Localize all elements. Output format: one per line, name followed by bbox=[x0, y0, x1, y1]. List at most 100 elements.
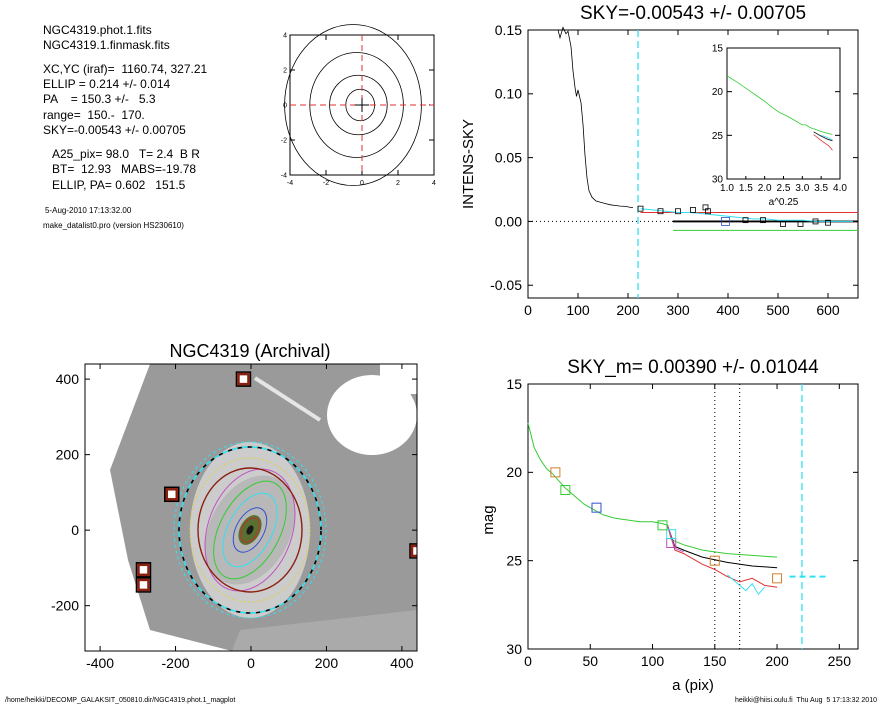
galaxy-ytick-label: 200 bbox=[56, 447, 80, 463]
inset-xtick-label: 2.5 bbox=[777, 183, 791, 194]
masked-star-mark bbox=[137, 563, 150, 577]
mag-marker bbox=[666, 529, 677, 540]
sky-marker bbox=[657, 208, 664, 215]
sky-marker bbox=[825, 219, 831, 226]
info-line-pa: PA = 150.3 +/- 5.3 bbox=[43, 92, 156, 106]
contour-xtick-label: 0 bbox=[360, 180, 364, 187]
inset-series-black bbox=[813, 131, 833, 141]
sky-marker bbox=[742, 217, 749, 224]
mag-series-magenta bbox=[667, 525, 684, 553]
info-line-bt: BT= 12.93 MABS=-19.78 bbox=[52, 162, 197, 176]
sky-xtick-label: 600 bbox=[816, 302, 840, 318]
inset-series-red bbox=[813, 134, 833, 151]
inset-ytick-label: 20 bbox=[712, 87, 724, 98]
inset-xtick-label: 2.0 bbox=[758, 183, 772, 194]
galaxy-ytick-label: 0 bbox=[71, 522, 79, 538]
masked-star-mark bbox=[137, 578, 150, 592]
sky-title: SKY=-0.00543 +/- 0.00705 bbox=[580, 3, 806, 24]
sky-ytick-label: 0.15 bbox=[495, 22, 522, 38]
range-ellipse-outer bbox=[173, 441, 327, 619]
sky-ytick-label: 0.00 bbox=[495, 213, 522, 229]
mag-marker bbox=[560, 485, 571, 495]
contour-xtick-label: -4 bbox=[287, 180, 293, 187]
isophote bbox=[222, 492, 278, 568]
masked-star-box bbox=[164, 486, 180, 503]
sky-ylabel: INTENS-SKY bbox=[460, 119, 477, 209]
sky-ytick-label: 0.10 bbox=[495, 86, 522, 102]
galaxy-ytick-label: -200 bbox=[51, 598, 79, 614]
info-line-sky: SKY=-0.00543 +/- 0.00705 bbox=[43, 123, 186, 137]
masked-star-box bbox=[409, 543, 417, 559]
galaxy-mask-blob bbox=[327, 375, 417, 455]
inset-xtick-label: 3.0 bbox=[795, 183, 809, 194]
isophote-outer bbox=[197, 467, 303, 593]
masked-star-mark bbox=[237, 372, 250, 386]
mag-series-black bbox=[667, 525, 778, 569]
inset-series-cyan bbox=[821, 134, 833, 141]
inset-series-green bbox=[726, 75, 833, 135]
inset-xtick-label: 1.5 bbox=[739, 183, 753, 194]
sky-ytick-label: -0.05 bbox=[490, 277, 522, 293]
contour-ytick-label: 4 bbox=[283, 32, 287, 39]
contour-ytick-label: 0 bbox=[283, 102, 287, 109]
galaxy-xtick-label: -200 bbox=[162, 655, 190, 671]
mag-frame bbox=[527, 383, 859, 650]
sky-xtick-label: 0 bbox=[524, 302, 532, 318]
masked-star-box bbox=[135, 577, 152, 593]
mag-xtick-label: 50 bbox=[582, 653, 598, 669]
isophote bbox=[232, 507, 268, 553]
sky-marker bbox=[797, 221, 804, 227]
mag-xtick-label: 0 bbox=[524, 653, 532, 669]
contour-ytick-label: -2 bbox=[281, 137, 287, 144]
galaxy-satellite-trail bbox=[253, 376, 322, 422]
galaxy-title: NGC4319 (Archival) bbox=[169, 341, 330, 361]
info-line-range: range= 150.- 170. bbox=[43, 108, 145, 122]
isophote-dotted bbox=[189, 457, 311, 603]
contour-xtick-label: 2 bbox=[396, 180, 400, 187]
info-line-file: NGC4319.phot.1.fits bbox=[43, 23, 152, 37]
galaxy-xtick-label: 400 bbox=[390, 655, 414, 671]
inset-xlabel: a^0.25 bbox=[769, 197, 799, 208]
mag-title: SKY_m= 0.00390 +/- 0.01044 bbox=[567, 357, 819, 378]
isophote bbox=[213, 480, 287, 580]
sky-marker bbox=[637, 205, 644, 212]
contour-xtick-label: 4 bbox=[432, 180, 436, 187]
info-line-a25: A25_pix= 98.0 T= 2.4 B R bbox=[52, 147, 200, 161]
inset-xtick-label: 3.5 bbox=[814, 183, 828, 194]
mag-xlabel: a (pix) bbox=[672, 677, 714, 694]
inset-xtick-label: 1.0 bbox=[720, 183, 734, 194]
inset-ytick-label: 25 bbox=[712, 131, 724, 142]
sky-ytick-label: 0.05 bbox=[495, 150, 522, 166]
inset-background bbox=[727, 48, 840, 179]
info-line-ellip-pa: ELLIP, PA= 0.602 151.5 bbox=[52, 178, 186, 192]
sky-profile-tail bbox=[640, 208, 853, 222]
sky-marker bbox=[690, 207, 696, 213]
galaxy-xtick-label: -400 bbox=[86, 655, 114, 671]
header-info: NGC4319.phot.1.fits NGC4319.1.finmask.fi… bbox=[0, 0, 280, 240]
mag-xtick-label: 150 bbox=[703, 653, 727, 669]
mag-ytick-label: 20 bbox=[506, 464, 522, 480]
info-program: make_datalist0.pro (version HS230610) bbox=[43, 221, 184, 230]
info-line-ellip: ELLIP = 0.214 +/- 0.014 bbox=[43, 77, 171, 91]
info-date: 5-Aug-2010 17:13:32.00 bbox=[45, 206, 132, 215]
galaxy-xtick-label: 200 bbox=[315, 655, 339, 671]
range-ellipse-inner-cyan bbox=[178, 446, 322, 614]
inset-xtick-label: 4.0 bbox=[833, 183, 847, 194]
mag-marker bbox=[591, 502, 602, 513]
contour-line bbox=[329, 74, 388, 136]
sky-profile bbox=[557, 26, 633, 208]
mag-marker bbox=[657, 520, 668, 531]
galaxy-field-edge bbox=[232, 610, 417, 651]
mag-marker bbox=[550, 467, 561, 478]
mag-ytick-label: 15 bbox=[506, 376, 522, 392]
mag-series-cyan bbox=[726, 574, 765, 596]
sky-marker bbox=[760, 217, 766, 224]
sky-marker bbox=[812, 218, 819, 225]
galaxy-ytick-label: 400 bbox=[56, 371, 80, 387]
masked-star-box bbox=[135, 562, 152, 578]
galaxy-nucleus bbox=[246, 525, 254, 535]
galaxy-mask-blob bbox=[380, 364, 417, 394]
mag-xtick-label: 100 bbox=[641, 653, 665, 669]
sky-marker bbox=[675, 208, 681, 215]
